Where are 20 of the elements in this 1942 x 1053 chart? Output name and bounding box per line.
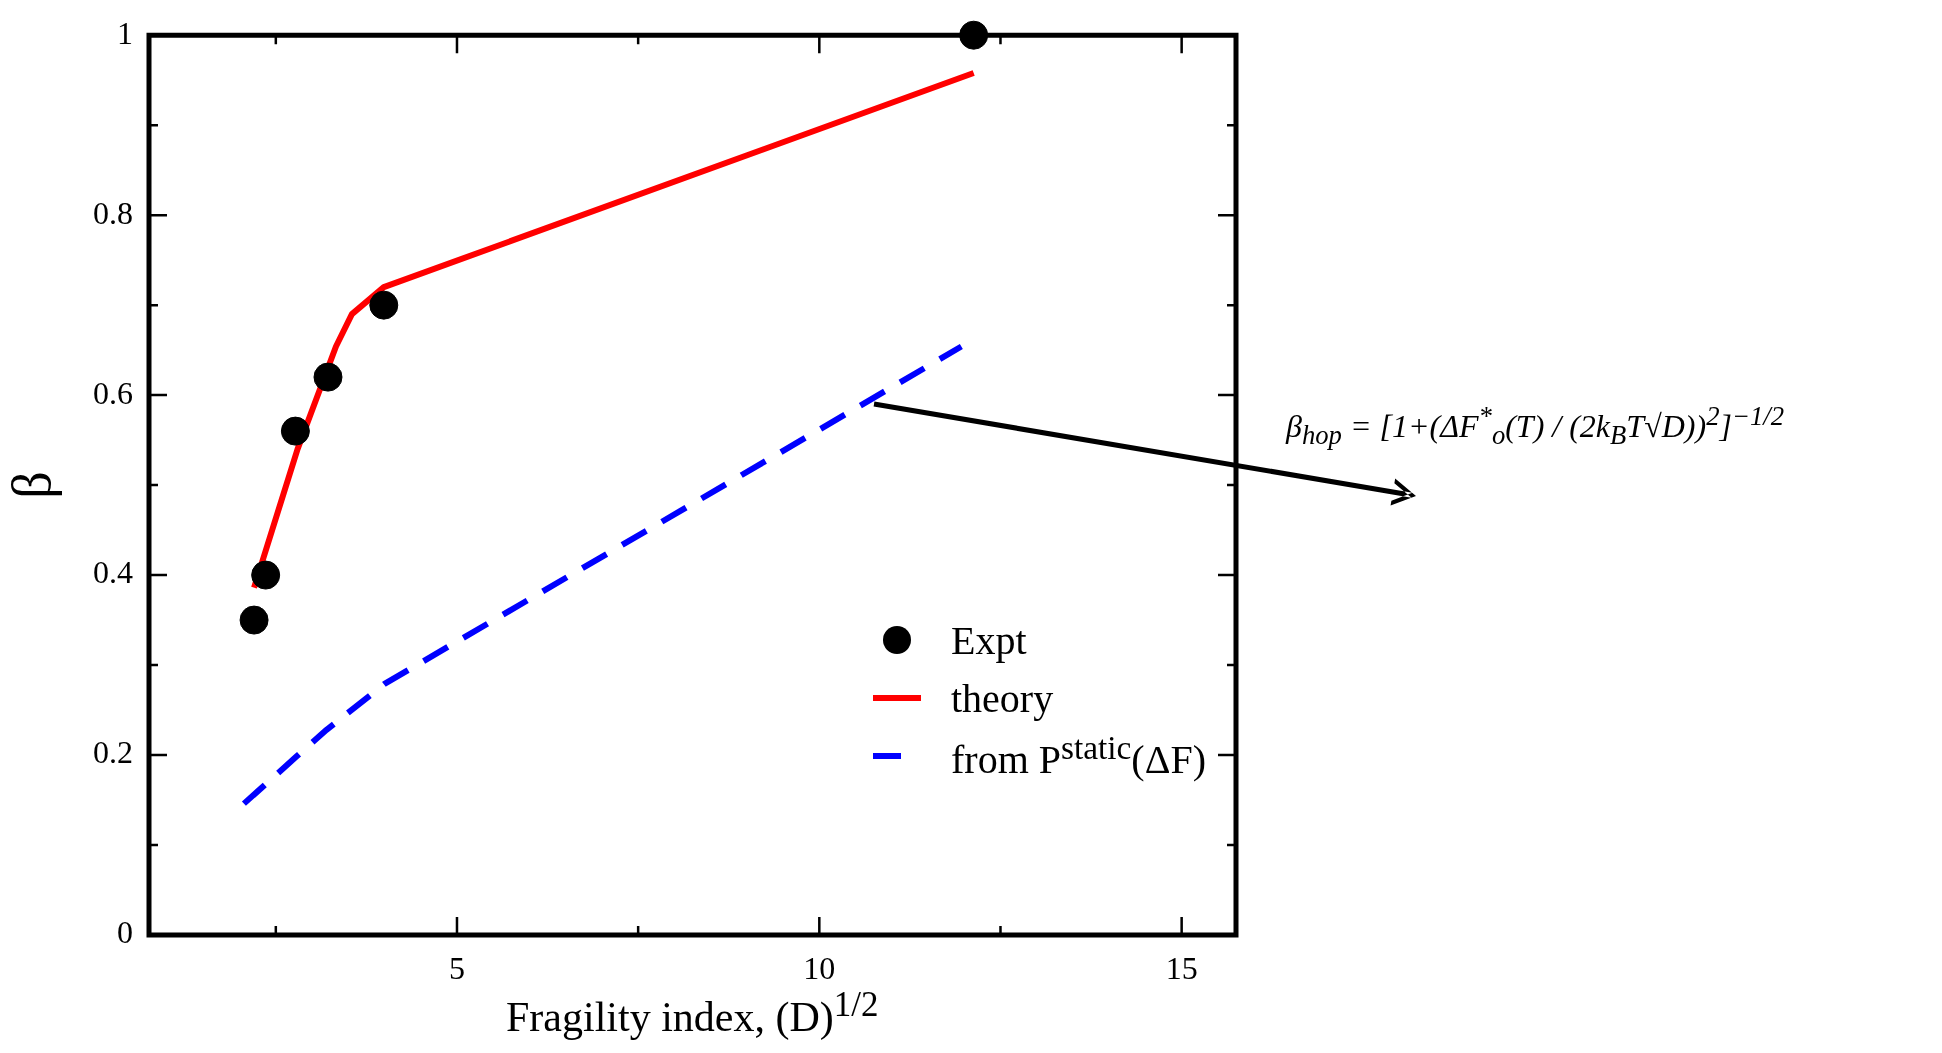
point xyxy=(369,290,399,320)
legend-label: from P$^{static}$(ΔF) xyxy=(951,728,1206,784)
y-tick-label: 0.8 xyxy=(93,194,133,231)
point xyxy=(251,560,281,590)
y-axis-title: β xyxy=(0,471,63,499)
x-axis-title: Fragility index, (D)$^{1/2}$ xyxy=(506,985,879,1041)
y-tick-label: 0.6 xyxy=(93,374,133,411)
x-tick-label: 15 xyxy=(1165,949,1198,986)
x-tick-label: 5 xyxy=(448,949,465,986)
y-tick-label: 0.4 xyxy=(93,554,133,591)
legend-label: Expt xyxy=(951,616,1027,664)
point xyxy=(239,605,269,635)
y-tick-label: 0 xyxy=(117,914,133,951)
point xyxy=(280,416,310,446)
point xyxy=(313,362,343,392)
x-tick-label: 10 xyxy=(803,949,836,986)
legend-label: theory xyxy=(951,674,1054,722)
text: β$_{hop}$ = [1+(ΔF$^{*}$$_{o}$(T) / (2k$_{B}$T√D))$^{2}$]$^{−1/2}$ xyxy=(1286,401,1784,451)
y-tick-label: 0.2 xyxy=(93,734,133,771)
y-tick-label: 1 xyxy=(117,14,133,51)
